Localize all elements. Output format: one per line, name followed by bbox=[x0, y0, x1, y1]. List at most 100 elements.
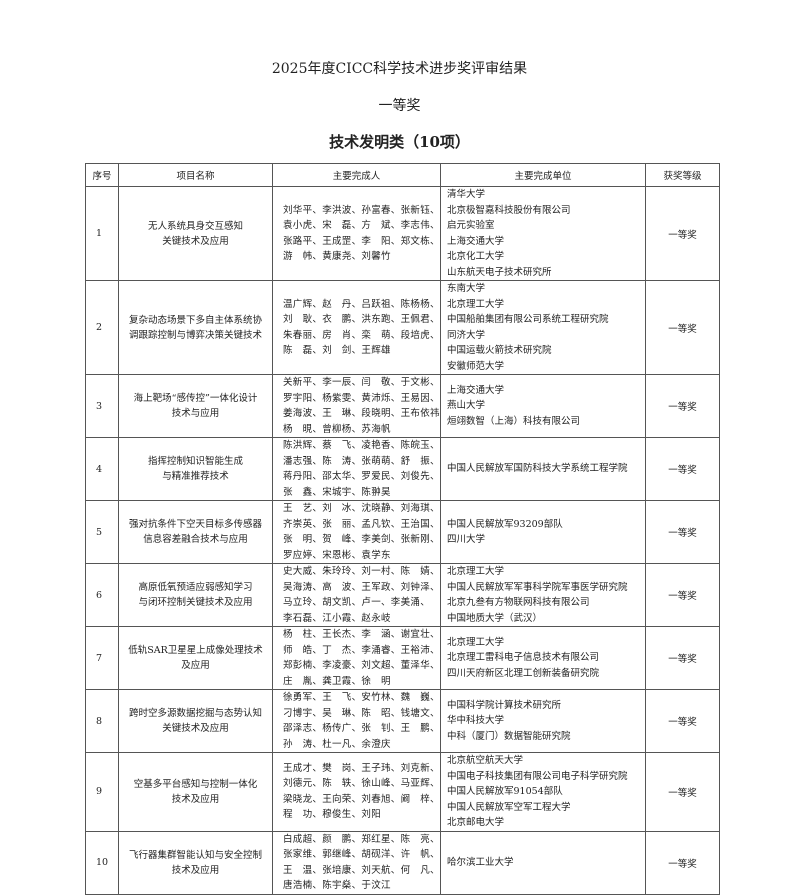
contributors-line: 梁晓龙、王向荣、刘春旭、阚 梓、 bbox=[283, 793, 440, 805]
award-level: 一等奖 bbox=[645, 689, 720, 753]
contributors-line: 朱春丽、房 肖、栾 萌、段培虎、 bbox=[283, 329, 440, 341]
contributors-line: 罗宇阳、杨紫雯、黄沛烁、王易因、 bbox=[283, 392, 440, 404]
project-name-line: 空基多平台感知与控制一体化 bbox=[133, 778, 258, 790]
unit-name: 中国人民解放军国防科技大学系统工程学院 bbox=[447, 463, 628, 475]
main-units: 东南大学 北京理工大学 中国船舶集团有限公司系统工程研究院 同济大学 中国运载火箭技术研… bbox=[440, 280, 646, 375]
project-name-line: 信息容差融合技术与应用 bbox=[143, 534, 248, 545]
contributors-line: 李石磊、江小霞、赵永岐 bbox=[283, 612, 391, 624]
row-number: 9 bbox=[85, 752, 119, 832]
category-heading: 技术发明类（10项） bbox=[329, 133, 470, 151]
unit-name: 中国人民解放军空军工程大学 bbox=[447, 801, 571, 813]
row-number: 2 bbox=[85, 280, 119, 375]
unit-name: 燕山大学 bbox=[447, 400, 486, 412]
contributors-line: 刘 耿、衣 鹏、洪东跑、王佩君、 bbox=[283, 314, 440, 325]
unit-name: 中国船舶集团有限公司系统工程研究院 bbox=[447, 314, 609, 325]
award-level: 一等奖 bbox=[645, 563, 720, 627]
main-contributors: 白成超、颜 鹏、郑红星、陈 亮、 张家维、郭继峰、胡砚洋、许 帆、王 温、张培康、… bbox=[272, 830, 441, 895]
project-name-line: 高原低氧预适应弱感知学习 bbox=[138, 582, 253, 593]
row-number: 8 bbox=[85, 689, 119, 753]
table-row: 7 低轨SAR卫星星上成像处理技术 及应用杨 柱、王长杰、李 涵、谢宜壮、师 皓、丁… bbox=[85, 626, 720, 690]
project-name-line: 及应用 bbox=[181, 660, 210, 671]
main-units: 中国科学院计算技术研究所 华中科技大学 中科（厦门）数据智能研究院 bbox=[440, 689, 646, 753]
unit-name: 北京理工大学 bbox=[447, 566, 505, 577]
project-name-line: 跨时空多源数据挖掘与态势认知 bbox=[128, 708, 262, 719]
project-name-line: 复杂动态场景下多自主体系统协 bbox=[128, 314, 262, 326]
project-name: 指挥控制知识智能生成 与精准推荐技术 bbox=[118, 437, 273, 501]
unit-name: 北京理工大学 bbox=[447, 636, 505, 648]
document-title: 2025年度CICC科学技术进步奖评审结果 bbox=[271, 61, 528, 77]
table-header: 序号 项目名称 主要完成人 主要完成单位 获奖等级 bbox=[85, 163, 720, 187]
contributors-line: 齐崇英、张 丽、孟凡钦、王治国、 bbox=[283, 518, 440, 530]
row-number: 6 bbox=[85, 563, 119, 627]
row-number: 1 bbox=[85, 186, 119, 281]
contributors-line: 游 帏、黄康尧、刘馨竹 bbox=[283, 251, 391, 262]
award-level: 一等奖 bbox=[645, 374, 720, 438]
contributors-line: 蒋丹阳、邵太华、罗爱民、刘俊先、 bbox=[283, 471, 440, 482]
project-name-line: 技术及应用 bbox=[171, 793, 220, 805]
contributors-line: 关新平、李一辰、闫 敬、于文彬、 bbox=[283, 377, 440, 388]
contributors-line: 马立玲、胡文凯、卢一、李美涌、 bbox=[283, 597, 431, 608]
award-level: 一等奖 bbox=[645, 500, 720, 564]
contributors-line: 王成才、樊 岗、王子玮、刘克新、 bbox=[283, 762, 440, 774]
unit-name: 哈尔滨工业大学 bbox=[447, 856, 514, 868]
table-row: 6 高原低氧预适应弱感知学习 与闭环控制关键技术及应用 史大威、朱玲玲、刘一村、陈 婧… bbox=[85, 563, 720, 627]
row-number: 4 bbox=[85, 437, 119, 501]
contributors-line: 袁小虎、宋 磊、方 斌、李志伟、 bbox=[283, 220, 440, 231]
main-contributors: 徐勇军、王 飞、安竹林、魏 巍、 刁博宇、吴 琳、陈 昭、钱塘文、 邵泽志、杨传广、… bbox=[272, 689, 441, 753]
project-name: 无人系统具身交互感知 关键技术及应用 bbox=[118, 186, 273, 281]
unit-name: 北京理工大学 bbox=[447, 298, 505, 310]
contributors-line: 刘华平、李洪波、孙富春、张新钰、 bbox=[283, 204, 440, 216]
contributors-line: 刁博宇、吴 琳、陈 昭、钱塘文、 bbox=[283, 707, 440, 719]
project-name-line: 调跟踪控制与博弈决策关键技术 bbox=[128, 329, 262, 341]
header-project: 项目名称 bbox=[118, 163, 273, 187]
contributors-line: 陈 磊、刘 剑、王辉雄 bbox=[283, 345, 391, 356]
contributors-line: 张路平、王成罡、李 阳、郑文栋、 bbox=[283, 235, 440, 247]
unit-name: 烜翊数智（上海）科技有限公司 bbox=[447, 415, 581, 427]
unit-name: 东南大学 bbox=[447, 283, 486, 294]
unit-name: 中国人民解放军军事科学院军事医学研究院 bbox=[447, 581, 628, 593]
contributors-line: 张 明、贺 峰、李美剑、张新刚、 bbox=[283, 534, 440, 545]
main-units: 哈尔滨工业大学 bbox=[440, 830, 646, 895]
unit-name: 中国科学院计算技术研究所 bbox=[447, 699, 562, 711]
main-contributors: 温广辉、赵 丹、吕跃祖、陈杨杨、刘 耿、衣 鹏、洪东跑、王佩君、 朱春丽、房 肖、… bbox=[272, 280, 441, 375]
project-name-line: 飞行器集群智能认知与安全控制 bbox=[128, 849, 262, 861]
unit-name: 山东航天电子技术研究所 bbox=[447, 266, 552, 278]
unit-name: 中国人民解放军91054部队 bbox=[447, 786, 563, 797]
contributors-line: 史大威、朱玲玲、刘一村、陈 婧、 bbox=[283, 566, 440, 577]
award-level: 一等奖 bbox=[645, 437, 720, 501]
header-people: 主要完成人 bbox=[272, 163, 441, 187]
unit-name: 华中科技大学 bbox=[447, 715, 505, 727]
contributors-line: 张家维、郭继峰、胡砚洋、许 帆、 bbox=[283, 849, 440, 860]
results-table: 序号 项目名称 主要完成人 主要完成单位 获奖等级 1 无人系统具身交互感知 关键技… bbox=[85, 163, 720, 895]
project-name-line: 关键技术及应用 bbox=[162, 723, 229, 734]
award-level: 一等奖 bbox=[645, 186, 720, 281]
project-name: 强对抗条件下空天目标多传感器 信息容差融合技术与应用 bbox=[118, 500, 273, 564]
unit-name: 四川大学 bbox=[447, 534, 486, 545]
main-units: 清华大学 北京极智嘉科技股份有限公司 启元实验室 上海交通大学 北京化工大学 山东航天电子… bbox=[440, 186, 646, 281]
header-units: 主要完成单位 bbox=[440, 163, 646, 187]
project-name-line: 无人系统具身交互感知 bbox=[147, 220, 243, 232]
contributors-line: 邵泽志、杨传广、张 钊、王 鹏、 bbox=[283, 723, 440, 734]
main-contributors: 陈洪辉、蔡 飞、凌艳香、陈皖玉、 潘志强、陈 涛、张萌萌、舒 振、 蒋丹阳、邵太华、… bbox=[272, 437, 441, 501]
unit-name: 安徽师范大学 bbox=[447, 360, 505, 372]
contributors-line: 潘志强、陈 涛、张萌萌、舒 振、 bbox=[283, 455, 440, 467]
contributors-line: 温广辉、赵 丹、吕跃祖、陈杨杨、 bbox=[283, 298, 440, 310]
award-level: 一等奖 bbox=[645, 626, 720, 690]
project-name-line: 低轨SAR卫星星上成像处理技术 bbox=[128, 645, 263, 656]
main-units: 中国人民解放军93209部队 四川大学 bbox=[440, 500, 646, 564]
contributors-line: 徐勇军、王 飞、安竹林、魏 巍、 bbox=[283, 692, 440, 703]
row-number: 10 bbox=[85, 830, 119, 895]
unit-name: 北京航空航天大学 bbox=[447, 755, 524, 766]
table-row: 5 强对抗条件下空天目标多传感器 信息容差融合技术与应用王 艺、刘 冰、沈晓静、刘海… bbox=[85, 500, 720, 564]
contributors-line: 白成超、颜 鹏、郑红星、陈 亮、 bbox=[283, 833, 440, 845]
project-name: 海上靶场“感传控”一体化设计 技术与应用 bbox=[118, 374, 273, 438]
contributors-line: 师 皓、丁 杰、李涌睿、王裕沛、 bbox=[283, 644, 440, 656]
contributors-line: 吴海涛、高 波、王军政、刘钟泽、 bbox=[283, 581, 440, 593]
project-name: 高原低氧预适应弱感知学习 与闭环控制关键技术及应用 bbox=[118, 563, 273, 627]
contributors-line: 程 功、穆俊生、刘阳 bbox=[283, 809, 382, 821]
table-row: 9 空基多平台感知与控制一体化 技术及应用 王成才、樊 岗、王子玮、刘克新、 刘德元、陈… bbox=[85, 752, 720, 832]
table-row: 4 指挥控制知识智能生成 与精准推荐技术 陈洪辉、蔡 飞、凌艳香、陈皖玉、 潘志强、陈 … bbox=[85, 437, 720, 501]
contributors-line: 唐浩楠、陈宇燊、于汶江 bbox=[283, 880, 391, 891]
award-level: 一等奖 bbox=[645, 830, 720, 895]
project-name-line: 与闭环控制关键技术及应用 bbox=[138, 597, 253, 608]
